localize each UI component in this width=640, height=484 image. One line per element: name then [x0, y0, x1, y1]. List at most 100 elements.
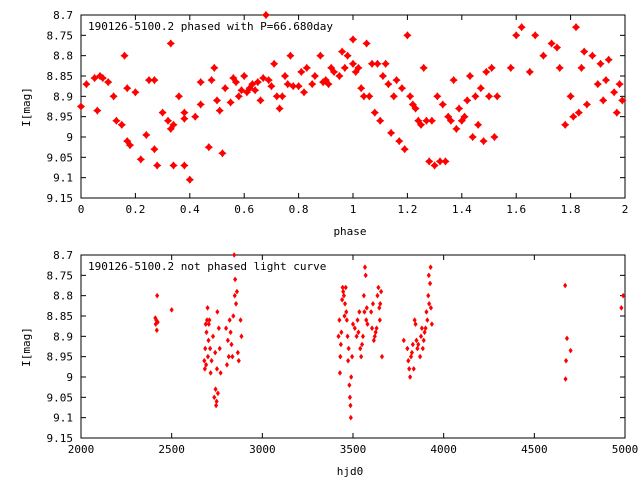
data-point — [588, 51, 597, 60]
data-point — [215, 106, 224, 115]
data-point — [407, 365, 412, 372]
data-point — [144, 76, 154, 85]
data-point — [580, 47, 589, 56]
data-point — [169, 306, 174, 313]
data-point — [336, 333, 341, 340]
data-point — [566, 92, 575, 101]
data-point — [223, 325, 229, 332]
y-tick-labels: 8.7 8.75 8.8 8.85 8.9 8.95 9 9.05 9.1 9.15 — [47, 9, 74, 205]
data-point — [358, 345, 363, 352]
data-point — [347, 394, 353, 401]
data-point — [275, 104, 284, 113]
data-point — [618, 96, 627, 105]
data-point — [369, 325, 375, 332]
data-point — [214, 398, 219, 405]
data-point — [280, 71, 290, 81]
data-point — [517, 23, 526, 32]
data-point — [427, 280, 433, 287]
data-point — [339, 329, 344, 336]
y-tick-label: 8.85 — [47, 310, 74, 323]
data-point — [225, 337, 230, 344]
y-tick-label: 9 — [66, 131, 73, 144]
data-point — [411, 365, 416, 372]
data-point — [471, 92, 480, 101]
x-tick-label: 2500 — [158, 443, 185, 456]
data-point — [408, 374, 413, 380]
data-point — [577, 63, 586, 73]
data-point — [397, 84, 407, 93]
data-point — [348, 59, 358, 68]
data-point — [435, 157, 445, 166]
data-point — [479, 137, 488, 146]
chart-title: 190126-5100.2 phased with P=66.680day — [88, 20, 333, 33]
data-point — [449, 76, 458, 85]
data-point — [205, 353, 211, 360]
data-point — [411, 104, 420, 113]
x-tick-label: 0.8 — [289, 203, 309, 216]
data-point — [425, 317, 430, 323]
data-point — [207, 76, 216, 85]
data-point — [421, 337, 426, 344]
data-point — [356, 329, 361, 336]
data-point — [253, 78, 262, 87]
data-point — [261, 10, 271, 20]
x-tick-label: 0.6 — [234, 203, 254, 216]
data-point — [235, 349, 240, 356]
data-point — [474, 120, 483, 129]
data-point — [202, 365, 207, 372]
data-point — [539, 51, 548, 60]
y-tick-label: 8.95 — [47, 351, 74, 364]
data-point — [259, 73, 268, 83]
y-tick-labels: 8.7 8.75 8.8 8.85 8.9 8.95 9 9.05 9.1 9.15 — [47, 249, 74, 445]
y-tick-label: 9.15 — [47, 192, 74, 205]
data-point — [468, 132, 477, 142]
data-point — [231, 78, 241, 87]
data-point — [213, 349, 218, 356]
data-point — [452, 124, 461, 134]
y-tick-label: 8.75 — [47, 269, 74, 282]
data-point — [373, 329, 378, 336]
data-point — [204, 329, 209, 336]
x-tick-label: 1 — [350, 203, 357, 216]
data-point — [493, 92, 502, 101]
data-point — [612, 108, 621, 117]
data-point — [240, 71, 249, 81]
plot-frame — [80, 254, 626, 439]
data-point — [405, 345, 410, 352]
data-point — [370, 300, 376, 307]
data-point — [283, 79, 292, 89]
data-point — [354, 333, 359, 340]
data-point — [346, 345, 351, 352]
data-point — [125, 140, 135, 150]
y-tick-label: 8.8 — [53, 50, 73, 63]
data-point — [357, 309, 362, 315]
data-point — [409, 349, 415, 356]
data-point — [601, 76, 611, 85]
data-point — [525, 67, 534, 76]
data-point — [561, 120, 570, 129]
data-point — [374, 325, 379, 332]
data-point — [429, 321, 434, 328]
data-point — [418, 333, 424, 340]
data-point — [248, 79, 257, 89]
data-point — [361, 292, 366, 299]
data-point — [76, 102, 86, 111]
x-tick-label: 3500 — [340, 443, 367, 456]
data-point — [357, 84, 366, 93]
data-point — [400, 145, 409, 154]
data-point — [238, 317, 243, 323]
data-point — [302, 63, 311, 73]
x-tick-labels: 2000 2500 3000 3500 4000 4500 5000 — [68, 443, 639, 456]
data-point — [563, 376, 568, 382]
data-point — [619, 304, 624, 311]
data-point — [362, 39, 371, 48]
data-point — [355, 317, 360, 323]
data-point — [428, 304, 434, 311]
data-point — [582, 100, 591, 109]
data-point — [153, 161, 162, 170]
data-point — [426, 272, 431, 279]
data-point — [370, 108, 379, 117]
data-point — [204, 143, 213, 152]
data-point — [574, 108, 583, 117]
data-point — [163, 116, 173, 125]
